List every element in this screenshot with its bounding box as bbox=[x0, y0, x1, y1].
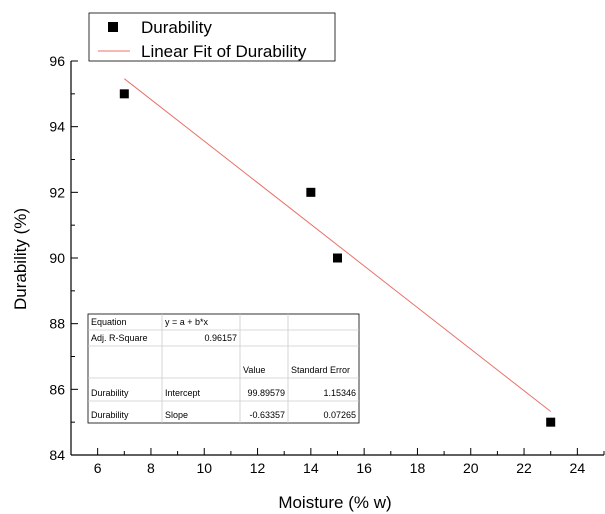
x-tick-label: 10 bbox=[196, 460, 212, 476]
table-cell: Durability bbox=[91, 410, 129, 420]
table-cell: y = a + b*x bbox=[165, 317, 209, 327]
x-tick-label: 22 bbox=[516, 460, 532, 476]
x-tick-label: 8 bbox=[147, 460, 155, 476]
fit-line bbox=[123, 78, 552, 412]
table-cell: Value bbox=[243, 365, 265, 375]
y-tick-label: 96 bbox=[49, 53, 65, 69]
table-cell: 99.89579 bbox=[247, 388, 285, 398]
data-point bbox=[546, 417, 556, 427]
fit-results-table: Equation y = a + b*x Adj. R-Square 0.96157 V… bbox=[87, 313, 360, 424]
legend-label-fit: Linear Fit of Durability bbox=[141, 42, 307, 61]
table-cell: Adj. R-Square bbox=[91, 333, 148, 343]
x-ticks: 6 8 10 12 14 16 18 20 22 24 bbox=[94, 448, 605, 476]
table-box bbox=[87, 313, 360, 424]
y-tick-label: 86 bbox=[49, 381, 65, 397]
y-axis-title: Durability (%) bbox=[11, 208, 30, 310]
y-tick-label: 88 bbox=[49, 316, 65, 332]
x-tick-label: 14 bbox=[303, 460, 319, 476]
table-cell: Intercept bbox=[165, 388, 201, 398]
y-tick-label: 92 bbox=[49, 184, 65, 200]
x-tick-label: 20 bbox=[463, 460, 479, 476]
y-tick-label: 84 bbox=[49, 447, 65, 463]
fit-line-group bbox=[123, 78, 552, 412]
x-tick-label: 12 bbox=[250, 460, 266, 476]
table-cell: 0.96157 bbox=[204, 333, 237, 343]
y-tick-label: 94 bbox=[49, 119, 65, 135]
table-cell: Standard Error bbox=[291, 365, 350, 375]
data-point bbox=[119, 89, 129, 99]
x-tick-label: 18 bbox=[410, 460, 426, 476]
x-tick-label: 24 bbox=[570, 460, 586, 476]
y-tick-label: 90 bbox=[49, 250, 65, 266]
x-axis-title: Moisture (% w) bbox=[278, 493, 391, 512]
table-cell: 1.15346 bbox=[323, 388, 356, 398]
table-cell: Durability bbox=[91, 388, 129, 398]
data-point bbox=[306, 187, 316, 197]
table-cell: 0.07265 bbox=[323, 410, 356, 420]
legend-marker-square bbox=[108, 22, 118, 32]
table-cell: Equation bbox=[91, 317, 127, 327]
legend-label-durability: Durability bbox=[141, 18, 212, 37]
data-points bbox=[119, 89, 556, 427]
y-ticks: 84 86 88 90 92 94 96 bbox=[49, 53, 78, 463]
x-tick-label: 16 bbox=[356, 460, 372, 476]
table-cell: -0.63357 bbox=[249, 410, 285, 420]
legend-box bbox=[88, 12, 336, 62]
data-point bbox=[333, 253, 342, 263]
x-tick-label: 6 bbox=[94, 460, 102, 476]
table-cell: Slope bbox=[165, 410, 188, 420]
legend: Durability Linear Fit of Durability bbox=[88, 12, 336, 62]
